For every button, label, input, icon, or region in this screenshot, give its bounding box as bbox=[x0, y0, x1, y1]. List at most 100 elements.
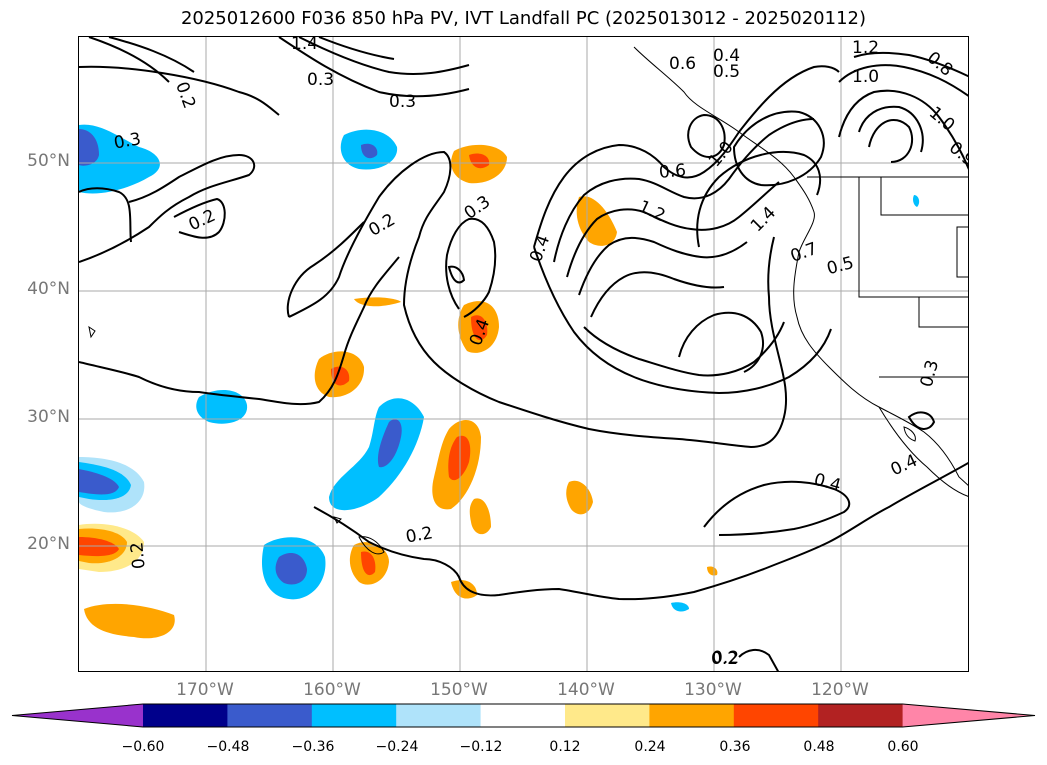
contour-label: 0.4 bbox=[526, 233, 554, 265]
state-border bbox=[956, 226, 968, 278]
lon-label: 170°W bbox=[176, 680, 234, 700]
colorbar-over-arrow bbox=[902, 704, 1035, 727]
lon-label: 160°W bbox=[303, 680, 361, 700]
contour-label: 1.4 bbox=[291, 37, 318, 54]
contour-line bbox=[566, 181, 780, 278]
contour-line bbox=[838, 89, 968, 170]
contour-label: 1.4 bbox=[747, 203, 780, 236]
island-outline bbox=[358, 536, 385, 555]
contour-label: 0.7 bbox=[788, 239, 820, 267]
lat-label: 20°N bbox=[27, 534, 70, 554]
pv-negative-region bbox=[196, 390, 248, 424]
contour-line bbox=[590, 271, 725, 318]
contour-line bbox=[533, 65, 840, 248]
state-border bbox=[880, 177, 968, 216]
pv-positive-region bbox=[471, 315, 488, 341]
colorbar-under-arrow bbox=[12, 704, 143, 727]
colorbar-tick: 0.24 bbox=[634, 739, 666, 755]
colorbar-tick: −0.36 bbox=[291, 739, 335, 755]
contour-label: 0.4 bbox=[888, 451, 921, 481]
lon-label: 150°W bbox=[430, 680, 488, 700]
contour-label: 0.3 bbox=[461, 192, 495, 224]
map-title: 2025012600 F036 850 hPa PV, IVT Landfall… bbox=[180, 8, 867, 29]
colorbar-outline bbox=[11, 703, 1036, 728]
contour-line bbox=[108, 37, 195, 73]
contour-line bbox=[313, 461, 968, 601]
contour-label: 0.5 bbox=[713, 62, 740, 82]
contour-line bbox=[286, 221, 365, 318]
contour-line bbox=[318, 37, 395, 60]
pv-negative-region bbox=[377, 419, 402, 468]
pv-positive-region bbox=[469, 153, 490, 169]
pv-positive-region bbox=[451, 580, 477, 599]
contour-label: 0.2 bbox=[711, 649, 738, 669]
contour-line bbox=[738, 649, 780, 671]
pv-negative-region bbox=[671, 602, 689, 612]
colorbar-bin bbox=[143, 704, 228, 727]
pv-positive-region bbox=[79, 537, 119, 557]
colorbar-tick: 0.48 bbox=[803, 739, 835, 755]
contour-line bbox=[173, 197, 226, 239]
state-border bbox=[918, 297, 968, 328]
contour-line bbox=[88, 37, 170, 83]
contour-line bbox=[732, 110, 825, 187]
contour-line bbox=[578, 236, 748, 296]
pv-positive-region bbox=[354, 297, 401, 307]
colorbar bbox=[11, 703, 1036, 728]
contour-label: 1.2 bbox=[852, 38, 879, 58]
colorbar-tick: −0.24 bbox=[375, 739, 419, 755]
pv-shading bbox=[79, 124, 920, 639]
island-outline bbox=[88, 325, 96, 339]
contour-line bbox=[703, 480, 851, 536]
contour-line bbox=[583, 321, 785, 377]
contour-label: 0.3 bbox=[112, 129, 142, 153]
lat-label: 40°N bbox=[27, 279, 70, 299]
contour-label: 1.0 bbox=[852, 67, 879, 87]
contour-label: 0.2 bbox=[365, 210, 398, 241]
pv-positive-region bbox=[707, 566, 718, 576]
colorbar-bin bbox=[733, 704, 819, 727]
contour-label: 0.2 bbox=[186, 206, 219, 236]
pv-positive-region bbox=[361, 551, 376, 576]
colorbar-bin bbox=[565, 704, 650, 727]
contour-label: 0.8 bbox=[923, 48, 957, 81]
contour-line bbox=[678, 311, 764, 373]
colorbar-tick: 0.36 bbox=[719, 739, 751, 755]
contour-label: 0.3 bbox=[389, 92, 416, 112]
contour-label: 0.4 bbox=[713, 46, 740, 66]
contour-label: 0.5 bbox=[825, 253, 856, 279]
contour-line bbox=[445, 217, 497, 318]
contour-line bbox=[447, 265, 466, 284]
colorbar-bin bbox=[480, 704, 566, 727]
pv-negative-region bbox=[361, 143, 378, 159]
pv-positive-region bbox=[469, 498, 491, 535]
map-panel: 0.2 0.3 0.2 0.2 0.3 0.2 0.4 0.4 0.2 0.2 … bbox=[78, 36, 969, 672]
contour-label: 0.3 bbox=[917, 358, 943, 389]
contour-label: 0.2 bbox=[712, 648, 739, 668]
island-outline bbox=[903, 426, 916, 442]
contour-line bbox=[79, 153, 256, 263]
contour-line bbox=[853, 51, 968, 78]
pv-negative-region bbox=[79, 469, 119, 495]
contour-label: 0.2 bbox=[127, 541, 149, 570]
pv-negative-region bbox=[329, 398, 424, 511]
lat-label: 30°N bbox=[27, 407, 70, 427]
contour-label: 0.4 bbox=[812, 470, 843, 496]
contour-line bbox=[838, 64, 968, 97]
contour-line bbox=[79, 65, 280, 116]
colorbar-bin bbox=[227, 704, 313, 727]
pv-positive-region bbox=[566, 480, 593, 515]
contour-label: 0.9 bbox=[945, 138, 969, 171]
colorbar-tick: 0.60 bbox=[887, 739, 919, 755]
lat-label: 50°N bbox=[27, 151, 70, 171]
pv-negative-region bbox=[913, 195, 920, 207]
colorbar-bin bbox=[649, 704, 735, 727]
map-canvas: 0.2 0.3 0.2 0.2 0.3 0.2 0.4 0.4 0.2 0.2 … bbox=[79, 37, 969, 671]
pv-positive-region bbox=[84, 603, 175, 639]
contour-label: 0.6 bbox=[658, 161, 687, 183]
ivt-contours bbox=[79, 37, 968, 671]
contour-label: 0.2 bbox=[404, 523, 434, 547]
contour-line bbox=[533, 246, 832, 395]
coastline bbox=[878, 406, 968, 497]
lon-label: 130°W bbox=[684, 680, 742, 700]
